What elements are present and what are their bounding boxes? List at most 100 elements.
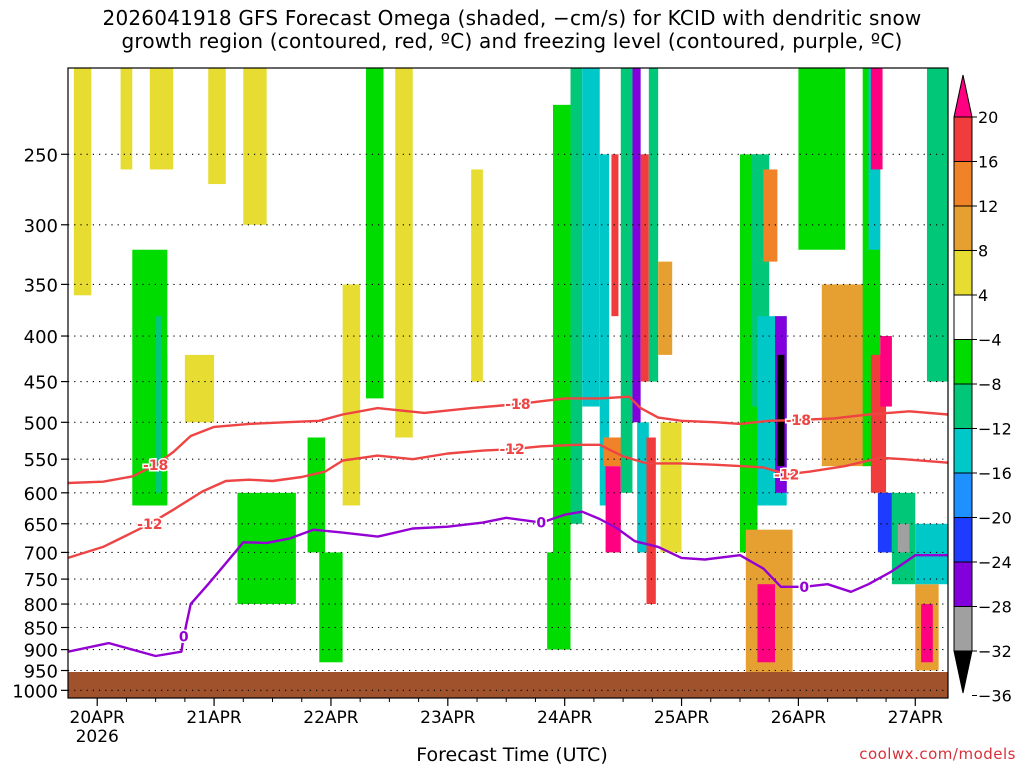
- y-tick-label: 850: [24, 618, 58, 639]
- colorbar-segment: [953, 339, 973, 385]
- omega-cell: [307, 437, 326, 553]
- omega-shading: [73, 68, 948, 675]
- contour-label: -12: [137, 517, 162, 533]
- y-tick-label: 1000: [12, 681, 58, 702]
- contour-label: -18: [786, 413, 811, 429]
- contour-label: -18: [505, 397, 530, 413]
- omega-cell: [660, 422, 682, 553]
- chart-title-line-2: growth region (contoured, red, ºC) and f…: [121, 29, 903, 53]
- colorbar-label: −12: [978, 420, 1012, 439]
- x-tick-label: 23APR: [420, 708, 476, 728]
- omega-cell: [149, 68, 174, 170]
- x-tick-label: 20APR: [70, 708, 126, 728]
- omega-cell: [637, 422, 649, 553]
- omega-cell: [605, 466, 621, 553]
- omega-cell: [342, 284, 361, 506]
- omega-cell: [319, 552, 343, 663]
- colorbar-bottom-arrow: [953, 650, 973, 694]
- contour-label: -12: [774, 467, 799, 483]
- temperature-contours: -18 -18 -18 -12 -12 -12 0 0 0: [68, 395, 948, 658]
- omega-cell: [763, 169, 778, 262]
- omega-cell: [120, 68, 133, 170]
- contour-line: [68, 395, 948, 485]
- omega-cell: [184, 354, 215, 423]
- colorbar-label: −16: [978, 464, 1012, 483]
- colorbar-segment: [953, 205, 973, 251]
- omega-cell: [395, 68, 413, 438]
- colorbar-segment: [953, 294, 973, 340]
- y-tick-label: 900: [24, 641, 58, 662]
- contour-label: -18: [143, 458, 168, 474]
- terrain-below-ground: [68, 672, 948, 698]
- omega-cell: [877, 492, 892, 553]
- y-tick-label: 350: [24, 275, 58, 296]
- omega-cell: [237, 492, 296, 605]
- plot-frame: [67, 67, 949, 699]
- colorbar-label: −8: [978, 375, 1002, 394]
- omega-cell: [73, 68, 92, 296]
- contour-label: 0: [179, 629, 189, 645]
- omega-cell: [658, 261, 673, 355]
- colorbar-label: −36: [978, 687, 1012, 706]
- omega-cell: [599, 154, 610, 506]
- colorbar-segment: [953, 116, 973, 162]
- y-tick-label: 400: [24, 327, 58, 348]
- colorbar-segment: [953, 161, 973, 207]
- omega-cell: [798, 68, 846, 250]
- omega-cell: [611, 154, 619, 317]
- contour-line: [68, 510, 948, 658]
- y-tick-label: 300: [24, 216, 58, 237]
- colorbar-label: −20: [978, 509, 1012, 528]
- colorbar-top-arrow: [953, 74, 973, 118]
- colorbar-label: 16: [978, 153, 998, 172]
- omega-cell: [915, 523, 948, 585]
- omega-cell: [777, 354, 785, 467]
- omega-cell: [582, 68, 600, 407]
- contour-label: -12: [499, 442, 524, 458]
- x-tick-label: 26APR: [771, 708, 827, 728]
- omega-cell: [646, 437, 656, 605]
- colorbar-segment: [953, 250, 973, 296]
- omega-cell: [648, 68, 659, 382]
- y-tick-label: 550: [24, 450, 58, 471]
- omega-cell: [366, 68, 384, 399]
- x-axis-title: Forecast Time (UTC): [416, 744, 608, 766]
- colorbar-segment: [953, 561, 973, 607]
- omega-cell: [632, 68, 641, 423]
- x-tick-label: 25APR: [654, 708, 710, 728]
- y-tick-label: 450: [24, 373, 58, 394]
- x-tick-sublabel: 2026: [76, 727, 119, 747]
- omega-cell: [552, 104, 571, 553]
- colorbar-label: 12: [978, 197, 998, 216]
- omega-colorbar: 20 16 12 8 4 −4 −8 −12 −16 −20 −24 −28 −32 −36: [953, 74, 1012, 706]
- x-tick-label: 21APR: [186, 708, 242, 728]
- y-tick-label: 950: [24, 662, 58, 683]
- x-tick-label: 27APR: [888, 708, 944, 728]
- omega-cell: [161, 354, 168, 467]
- pressure-axis: 2503003504004505005506006507007508008509…: [12, 145, 68, 702]
- chart-title-line-1: 2026041918 GFS Forecast Omega (shaded, −…: [102, 6, 922, 30]
- colorbar-segment: [953, 606, 973, 652]
- colorbar-label: −32: [978, 642, 1012, 661]
- y-tick-label: 800: [24, 595, 58, 616]
- y-tick-label: 750: [24, 570, 58, 591]
- colorbar-segment: [953, 383, 973, 429]
- site-credit: coolwx.com/models: [859, 745, 1016, 763]
- colorbar-label: −28: [978, 598, 1012, 617]
- y-tick-label: 650: [24, 515, 58, 536]
- y-tick-label: 500: [24, 413, 58, 434]
- contour-line: [68, 443, 948, 560]
- colorbar-label: −24: [978, 553, 1012, 572]
- omega-cell: [880, 336, 892, 407]
- omega-cell: [821, 284, 869, 467]
- colorbar-segment: [953, 428, 973, 474]
- colorbar-label: −4: [978, 331, 1002, 350]
- omega-cell: [620, 68, 633, 493]
- colorbar-segment: [953, 517, 973, 563]
- omega-cell: [570, 68, 583, 524]
- y-tick-label: 700: [24, 543, 58, 564]
- colorbar-label: 8: [978, 242, 988, 261]
- x-tick-label: 22APR: [303, 708, 359, 728]
